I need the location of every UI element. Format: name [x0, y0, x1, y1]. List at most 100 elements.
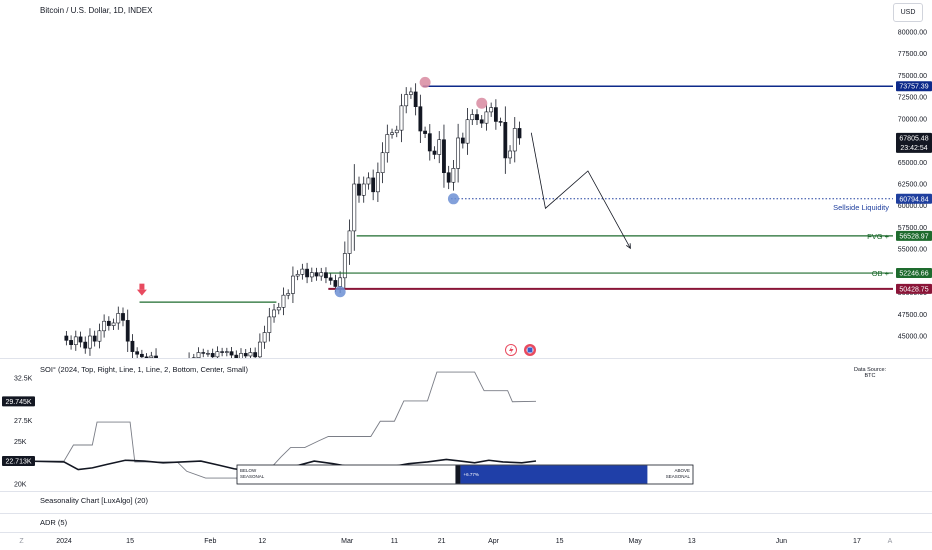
- price-label: 52246.66: [896, 268, 932, 279]
- candle: [404, 87, 409, 114]
- candle: [116, 306, 121, 330]
- candle: [295, 270, 300, 281]
- candle-body: [319, 272, 324, 277]
- candle-body: [352, 183, 357, 232]
- seasonality-indicator-label[interactable]: Seasonality Chart [LuxAlgo] (20): [40, 496, 148, 505]
- candle-body: [328, 277, 333, 281]
- candle: [257, 333, 262, 358]
- price-label-value: 50428.75: [899, 286, 928, 293]
- candle: [347, 219, 352, 265]
- time-tick-label: 13: [688, 538, 696, 545]
- candle-body: [286, 293, 291, 296]
- candle-body: [169, 379, 172, 380]
- candle-body: [64, 335, 69, 341]
- candle: [139, 349, 144, 358]
- candle: [342, 241, 347, 290]
- sellside-liquidity-label: Sellside Liquidity: [833, 203, 889, 212]
- candle: [460, 132, 465, 149]
- candle-body: [517, 128, 522, 139]
- candle: [149, 351, 154, 358]
- candle-body: [229, 351, 234, 356]
- above-seasonal-label: ABOVE: [674, 468, 690, 473]
- adr-indicator-label[interactable]: ADR (5): [40, 518, 68, 527]
- price-label-bg: [896, 193, 932, 204]
- soi-pane[interactable]: 32.5K27.5K25K20K29.745K22.713KBELOWSEASO…: [2, 371, 694, 489]
- candle: [83, 336, 88, 354]
- countdown-label: 23:42:54: [900, 145, 927, 152]
- time-tick-label: Apr: [488, 538, 500, 545]
- time-tick-label: Z: [19, 538, 24, 545]
- candle: [191, 353, 196, 358]
- candle: [357, 176, 361, 203]
- fvg-label: FVG +: [867, 232, 890, 241]
- second-high-circle-marker: [476, 97, 488, 109]
- candle-body: [196, 352, 201, 358]
- candle-body: [276, 307, 281, 311]
- candle-body: [253, 352, 258, 358]
- candle: [375, 162, 380, 202]
- candle: [399, 93, 404, 143]
- candle-body: [361, 183, 366, 196]
- candle-body: [309, 272, 314, 278]
- candle-body: [446, 172, 451, 183]
- time-axis[interactable]: Z 2024 15 Feb 12 Mar 11 21 Apr 15 May 13 Jun 17 A: [19, 538, 892, 545]
- candle: [385, 124, 390, 163]
- candle: [196, 347, 201, 358]
- price-axis[interactable]: 80000.00 77500.00 75000.00 72500.00 70000.00…: [898, 30, 927, 341]
- ob-label: OB +: [872, 269, 890, 278]
- candle-body: [154, 355, 158, 358]
- soi-tick-label: 32.5K: [14, 376, 33, 383]
- candle: [470, 109, 475, 126]
- projection-path[interactable]: [530, 132, 631, 249]
- candle-body: [243, 353, 248, 357]
- soi-indicator-label[interactable]: SOI° (2024, Top, Right, Line, 1, Line, 2…: [40, 365, 248, 374]
- candle: [498, 117, 503, 127]
- candle-body: [111, 322, 116, 326]
- candle: [97, 323, 102, 349]
- candle: [69, 335, 73, 350]
- candle-body: [324, 272, 328, 279]
- data-source-label: Data Source: BTC: [850, 367, 890, 379]
- seasonal-bar-fill: [460, 465, 648, 484]
- candle-body: [432, 150, 437, 155]
- below-seasonal-label: SEASONAL: [240, 474, 265, 479]
- candle-body: [178, 377, 181, 379]
- candle: [309, 267, 314, 282]
- candle-body: [295, 274, 300, 277]
- candle-body: [413, 91, 418, 107]
- candle-body: [338, 277, 343, 287]
- candle: [314, 267, 319, 281]
- time-tick-label: A: [888, 538, 893, 545]
- currency-button[interactable]: USD: [893, 3, 923, 22]
- candle: [324, 267, 328, 284]
- candle: [508, 145, 512, 164]
- candle-body: [173, 379, 176, 380]
- chart-title: Bitcoin / U.S. Dollar, 1D, INDEX: [40, 6, 153, 15]
- candle: [432, 146, 437, 160]
- candle: [121, 307, 125, 327]
- projection-arrowhead: [626, 243, 631, 250]
- price-label-bg: [896, 283, 932, 294]
- candle-body: [484, 111, 489, 124]
- data-source-value: BTC: [864, 373, 876, 379]
- price-label: 67805.48 23:42:54: [896, 132, 932, 153]
- price-label-value: 56528.97: [899, 233, 928, 240]
- red-arrow-marker: [136, 283, 147, 296]
- candle: [111, 318, 116, 330]
- candle: [361, 176, 366, 203]
- candle-body: [116, 313, 121, 324]
- candle-body: [78, 336, 83, 343]
- candle: [229, 346, 234, 358]
- candle-body: [300, 268, 305, 275]
- candle: [267, 307, 272, 342]
- candle-body: [512, 128, 517, 152]
- candle-body: [503, 122, 508, 159]
- candle: [366, 172, 371, 190]
- price-tick-label: 75000.00: [898, 73, 927, 80]
- price-label-value: 67805.48: [899, 135, 928, 142]
- candle-body: [215, 351, 220, 358]
- candle-body: [224, 351, 229, 353]
- candle: [220, 347, 225, 357]
- event-icons[interactable]: [505, 344, 537, 356]
